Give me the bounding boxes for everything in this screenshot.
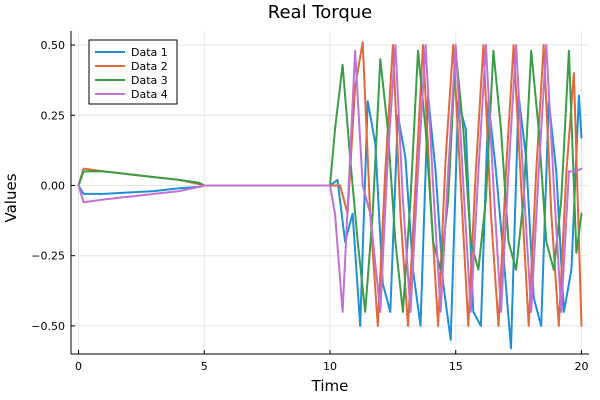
- y-tick-label: −0.50: [31, 320, 65, 333]
- y-ticks: −0.50 −0.25 0.00 0.25 0.50: [31, 39, 75, 333]
- x-tick-label: 20: [574, 360, 588, 373]
- grid: [71, 31, 589, 354]
- legend-label-1: Data 1: [131, 46, 168, 59]
- y-tick-label: −0.25: [31, 250, 65, 263]
- x-tick-label: 5: [201, 360, 208, 373]
- legend-label-3: Data 3: [131, 74, 168, 87]
- y-tick-label: 0.50: [41, 39, 66, 52]
- x-ticks: 0 5 10 15 20: [75, 350, 588, 373]
- x-axis-label: Time: [311, 377, 349, 395]
- chart-title: Real Torque: [268, 2, 372, 23]
- x-tick-label: 0: [75, 360, 82, 373]
- y-tick-label: 0.25: [41, 109, 66, 122]
- series-line-4: [77, 44, 583, 313]
- series: [77, 41, 583, 350]
- x-tick-label: 15: [449, 360, 463, 373]
- y-axis-label: Values: [2, 173, 20, 222]
- y-tick-label: 0.00: [41, 179, 66, 192]
- x-tick-label: 10: [323, 360, 337, 373]
- legend-label-4: Data 4: [131, 88, 168, 101]
- legend-label-2: Data 2: [131, 60, 168, 73]
